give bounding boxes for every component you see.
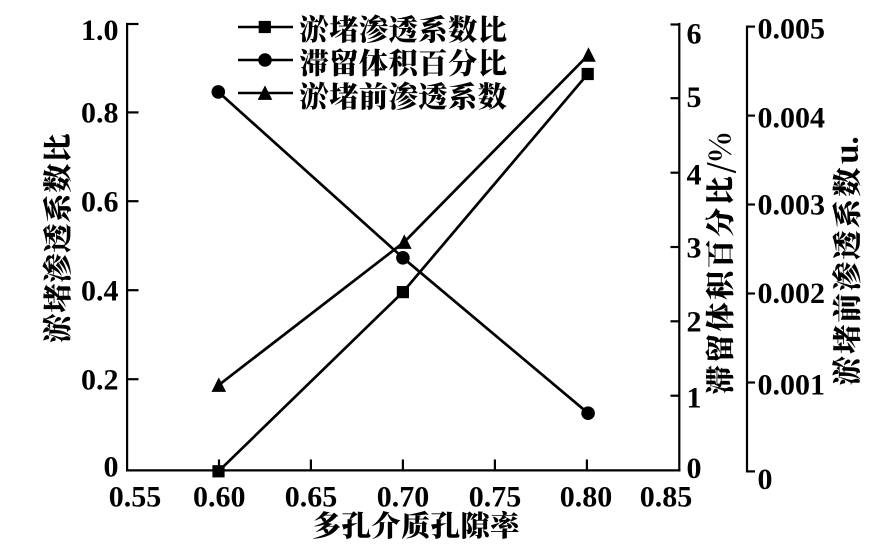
svg-text:0.8: 0.8 — [81, 96, 119, 129]
svg-text:5: 5 — [687, 81, 702, 114]
svg-text:0.2: 0.2 — [81, 364, 119, 397]
svg-text:0.80: 0.80 — [560, 480, 613, 513]
svg-text:0.75: 0.75 — [469, 480, 522, 513]
svg-text:1.0: 1.0 — [81, 14, 119, 47]
svg-text:0.003: 0.003 — [758, 188, 826, 221]
svg-text:0.60: 0.60 — [193, 480, 246, 513]
svg-text:0.001: 0.001 — [758, 368, 826, 401]
svg-text:6: 6 — [687, 17, 702, 50]
svg-text:0.6: 0.6 — [81, 186, 119, 219]
svg-text:4: 4 — [687, 158, 702, 191]
svg-text:0.70: 0.70 — [377, 480, 430, 513]
svg-text:0.4: 0.4 — [81, 275, 119, 308]
svg-text:0.002: 0.002 — [758, 277, 826, 310]
svg-text:0.005: 0.005 — [758, 13, 826, 46]
svg-text:0: 0 — [758, 463, 773, 496]
svg-text:2: 2 — [687, 305, 702, 338]
svg-text:0.65: 0.65 — [285, 480, 338, 513]
svg-text:1: 1 — [687, 381, 702, 414]
svg-text:0: 0 — [687, 452, 702, 485]
svg-text:3: 3 — [687, 231, 702, 264]
svg-text:0.004: 0.004 — [758, 101, 826, 134]
svg-text:0.55: 0.55 — [109, 480, 162, 513]
svg-text:0.85: 0.85 — [640, 480, 693, 513]
svg-text:0: 0 — [104, 450, 119, 483]
